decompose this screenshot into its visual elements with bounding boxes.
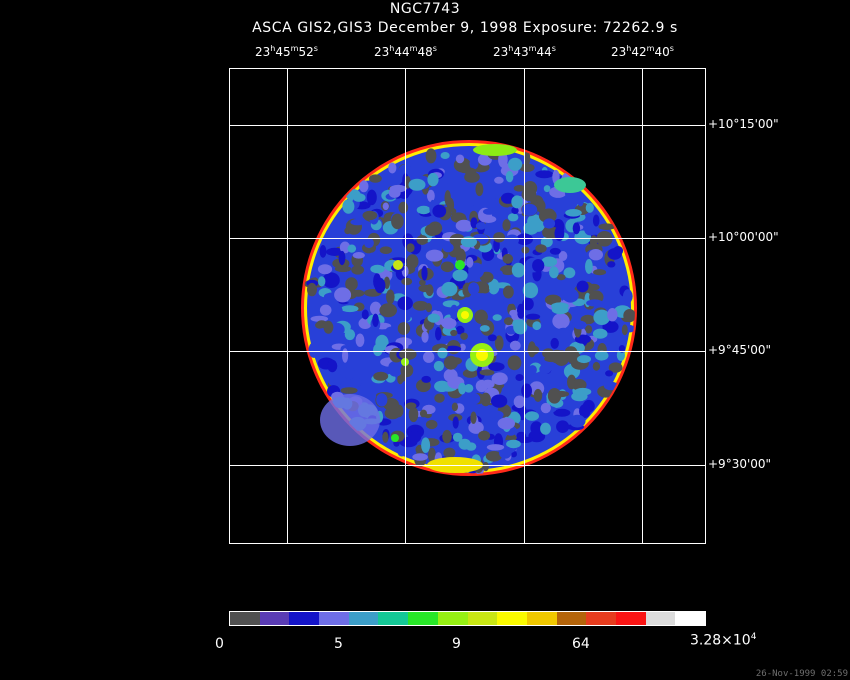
colorbar-swatch xyxy=(675,612,705,625)
colorbar-label: 0 xyxy=(215,636,224,652)
colorbar-swatch xyxy=(348,612,379,625)
colorbar-swatch xyxy=(586,612,616,625)
colorbar-label: 9 xyxy=(452,636,461,652)
colorbar-swatch xyxy=(556,612,587,625)
plot-title: NGC7743 xyxy=(389,1,461,17)
ra-tick-label: 23h45m52s xyxy=(255,44,318,59)
ra-tick-label: 23h44m48s xyxy=(374,44,437,59)
dec-tick-label: +9°45'00" xyxy=(708,343,772,357)
colorbar-swatch xyxy=(378,612,409,625)
colorbar-swatch xyxy=(526,612,557,625)
colorbar-swatch xyxy=(289,612,320,625)
colorbar-swatch xyxy=(615,612,646,625)
timestamp: 26-Nov-1999 02:59 xyxy=(755,669,848,679)
colorbar-swatch xyxy=(437,612,468,625)
colorbar-label: 64 xyxy=(572,636,590,652)
ra-tick-label: 23h42m40s xyxy=(611,44,674,59)
ra-tick-label: 23h43m44s xyxy=(493,44,556,59)
intensity-colorbar xyxy=(229,611,706,626)
plot-subtitle: ASCA GIS2,GIS3 December 9, 1998 Exposure… xyxy=(252,20,678,36)
dec-tick-label: +10°00'00" xyxy=(708,230,779,244)
dec-tick-label: +10°15'00" xyxy=(708,117,779,131)
colorbar-swatch xyxy=(497,612,527,625)
bright-blob-arc xyxy=(320,144,586,473)
colorbar-swatch xyxy=(408,612,438,625)
dec-tick-label: +9°30'00" xyxy=(708,457,772,471)
coordinate-grid xyxy=(229,68,706,544)
colorbar-swatch xyxy=(645,612,676,625)
colorbar-swatch xyxy=(230,612,260,625)
colorbar-max-label: 3.28×104 xyxy=(690,632,757,649)
colorbar-swatch xyxy=(319,612,349,625)
colorbar-swatch xyxy=(467,612,498,625)
field-of-view-image xyxy=(301,140,637,476)
colorbar-label: 5 xyxy=(334,636,343,652)
colorbar-swatch xyxy=(259,612,290,625)
